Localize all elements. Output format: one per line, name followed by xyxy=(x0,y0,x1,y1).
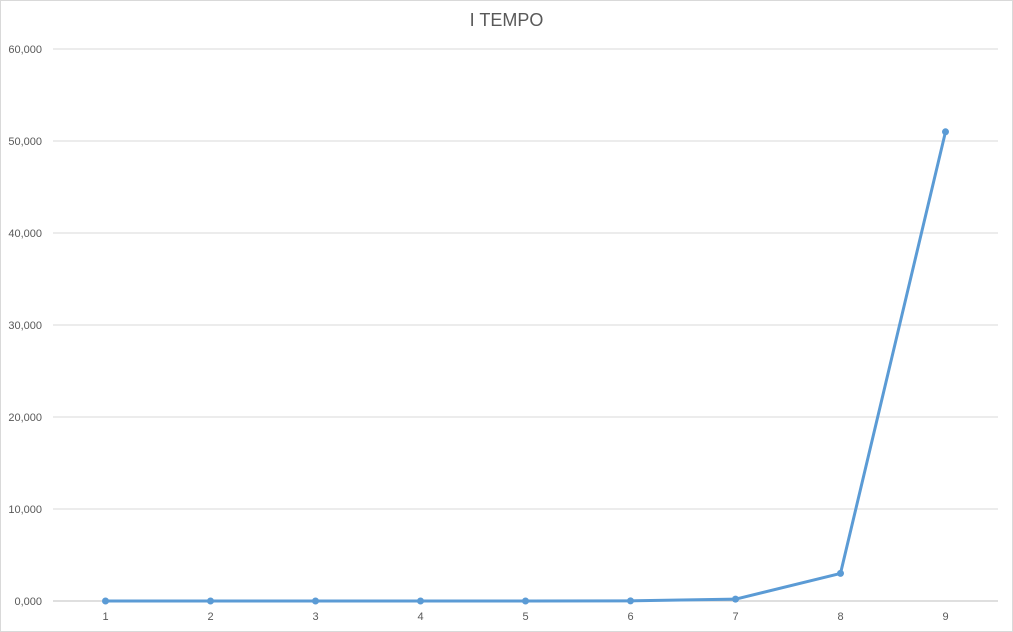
x-tick-label: 6 xyxy=(627,611,633,623)
y-tick-label: 40,000 xyxy=(8,228,42,240)
data-point xyxy=(627,597,634,605)
data-point xyxy=(732,595,739,603)
data-point xyxy=(942,128,949,136)
data-point xyxy=(207,597,214,605)
chart-title: I TEMPO xyxy=(469,10,544,30)
x-tick-label: 8 xyxy=(837,611,843,623)
y-tick-label: 0,000 xyxy=(14,596,42,608)
x-tick-label: 1 xyxy=(102,611,108,623)
y-tick-label: 60,000 xyxy=(8,44,42,56)
y-tick-label: 50,000 xyxy=(8,136,42,148)
data-point xyxy=(102,597,109,605)
x-tick-label: 2 xyxy=(207,611,213,623)
data-point xyxy=(837,569,844,577)
data-point xyxy=(312,597,319,605)
x-tick-label: 7 xyxy=(732,611,738,623)
x-tick-label: 3 xyxy=(312,611,318,623)
x-tick-label: 9 xyxy=(942,611,948,623)
series-line xyxy=(104,130,947,603)
x-tick-label: 4 xyxy=(417,611,423,623)
data-point xyxy=(522,597,529,605)
y-tick-label: 20,000 xyxy=(8,412,42,424)
data-point xyxy=(417,597,424,605)
y-tick-label: 10,000 xyxy=(8,504,42,516)
y-tick-label: 30,000 xyxy=(8,320,42,332)
x-tick-label: 5 xyxy=(522,611,528,623)
